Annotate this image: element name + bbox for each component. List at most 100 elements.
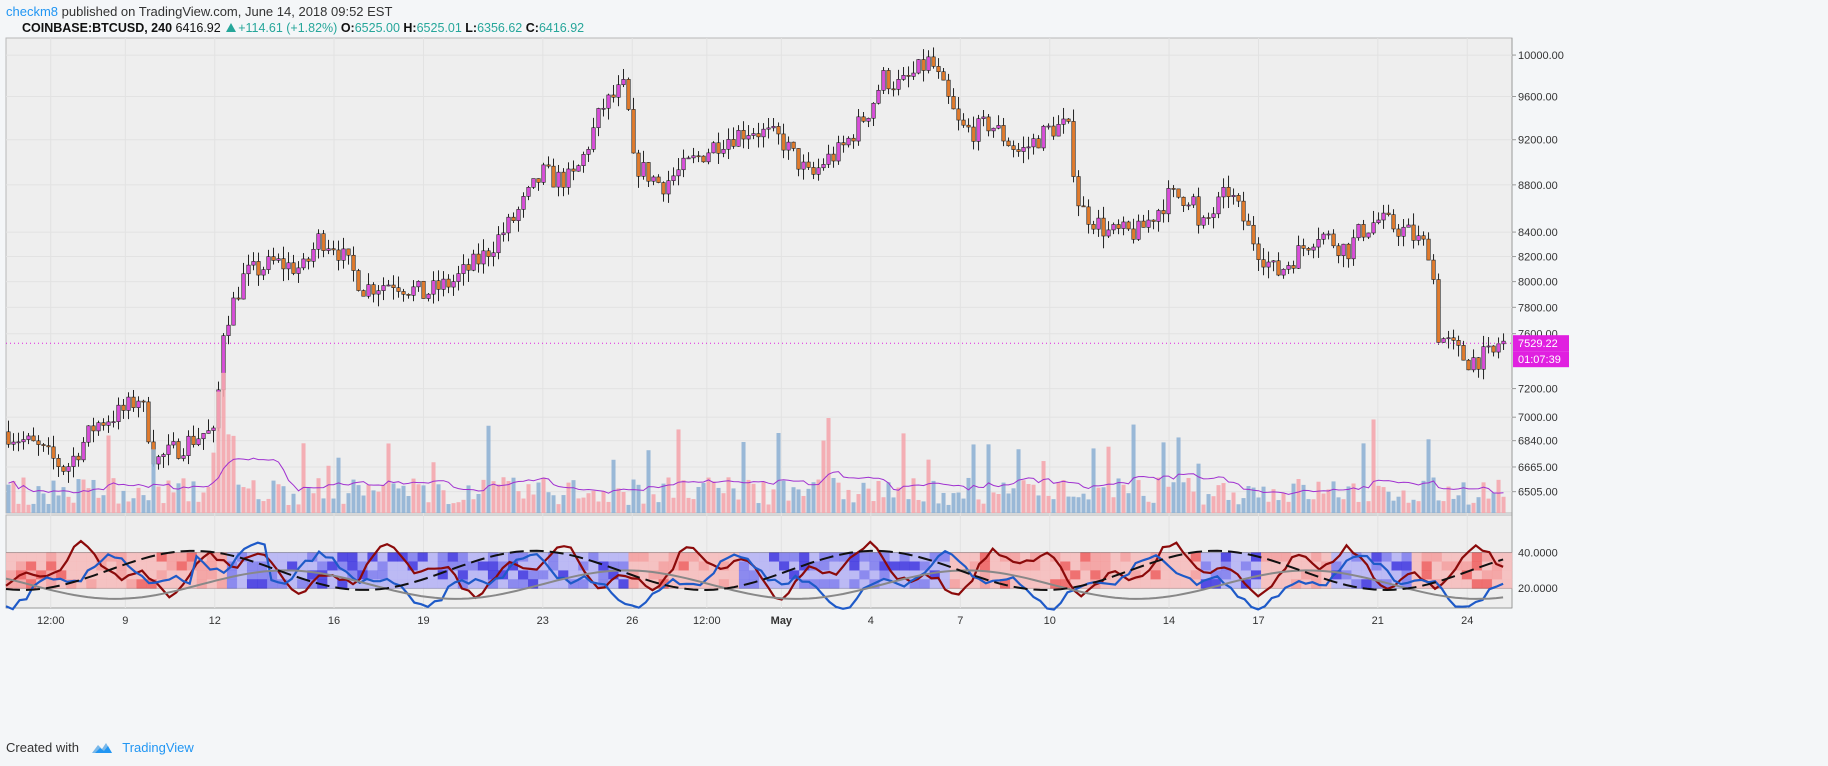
volume-bar bbox=[286, 504, 291, 513]
candle-body bbox=[896, 79, 901, 90]
candle-body bbox=[901, 75, 906, 80]
candle-body bbox=[911, 72, 916, 77]
candle-body bbox=[746, 135, 751, 140]
heat-cell bbox=[367, 570, 378, 580]
price-change: +114.61 (+1.82%) bbox=[238, 21, 338, 35]
candle-body bbox=[26, 435, 31, 440]
heat-cell bbox=[1451, 570, 1463, 580]
volume-bar bbox=[1026, 484, 1031, 513]
volume-bar bbox=[766, 504, 771, 513]
heat-cell bbox=[307, 552, 318, 562]
candle-body bbox=[356, 270, 361, 291]
heat-cell bbox=[548, 552, 559, 562]
candle-body bbox=[931, 56, 936, 67]
heat-cell bbox=[1471, 561, 1483, 571]
volume-bar bbox=[1431, 477, 1436, 513]
volume-bar bbox=[416, 484, 421, 513]
volume-bar bbox=[1206, 494, 1211, 513]
volume-bar bbox=[611, 459, 616, 513]
candle-body bbox=[986, 116, 991, 132]
volume-bar bbox=[116, 503, 121, 513]
volume-bar bbox=[301, 443, 306, 513]
volume-bar bbox=[971, 444, 976, 513]
volume-bar bbox=[486, 425, 491, 513]
heat-cell bbox=[618, 552, 629, 562]
heat-cell bbox=[56, 552, 67, 562]
heat-cell bbox=[1411, 579, 1422, 589]
candle-body bbox=[1226, 186, 1231, 198]
candle-body bbox=[701, 155, 706, 163]
candle-body bbox=[116, 404, 121, 422]
volume-bar bbox=[471, 499, 476, 513]
candle-body bbox=[1121, 221, 1126, 229]
heat-cell bbox=[899, 570, 910, 580]
heat-cell bbox=[1441, 552, 1453, 562]
volume-bar bbox=[56, 495, 61, 513]
volume-bar bbox=[811, 482, 816, 513]
heat-cell bbox=[377, 552, 388, 562]
heat-cell bbox=[1180, 579, 1192, 589]
candle-body bbox=[876, 89, 881, 104]
volume-bar bbox=[366, 484, 371, 513]
candle-body bbox=[586, 149, 591, 155]
candle-body bbox=[606, 94, 611, 109]
candle-body bbox=[1021, 147, 1026, 152]
heat-cell bbox=[367, 561, 378, 571]
volume-bar bbox=[1476, 497, 1481, 513]
x-tick-label: 21 bbox=[1372, 615, 1384, 627]
candle-body bbox=[21, 439, 26, 443]
candle-body bbox=[596, 108, 601, 129]
candle-body bbox=[676, 169, 681, 177]
heat-cell bbox=[1421, 552, 1432, 562]
volume-bar bbox=[1246, 486, 1251, 513]
price-tick-label: 6840.00 bbox=[1518, 436, 1558, 448]
volume-bar bbox=[1331, 481, 1336, 513]
volume-bar bbox=[446, 504, 451, 513]
heat-cell bbox=[1481, 552, 1493, 562]
volume-bar bbox=[391, 483, 396, 513]
tradingview-link[interactable]: TradingView bbox=[122, 740, 194, 755]
heat-cell bbox=[257, 579, 268, 589]
heat-cell bbox=[979, 552, 991, 562]
candle-body bbox=[1231, 195, 1236, 198]
volume-bar bbox=[1456, 495, 1461, 513]
heat-cell bbox=[236, 579, 248, 589]
heat-cell bbox=[397, 570, 408, 580]
candle-body bbox=[401, 291, 406, 295]
volume-bar bbox=[1341, 499, 1346, 513]
volume-bar bbox=[1201, 504, 1206, 513]
heat-cell bbox=[648, 552, 659, 562]
volume-bar bbox=[1261, 486, 1266, 513]
heat-cell bbox=[598, 552, 609, 562]
heat-cell bbox=[578, 579, 589, 589]
volume-bar bbox=[1176, 437, 1181, 513]
volume-bar bbox=[736, 499, 741, 513]
candle-body bbox=[546, 164, 551, 167]
candle-body bbox=[211, 427, 216, 431]
candle-body bbox=[1431, 259, 1436, 280]
heat-cell bbox=[397, 579, 408, 589]
heat-cell bbox=[598, 570, 609, 580]
heat-cell bbox=[1040, 552, 1051, 562]
volume-bar bbox=[81, 479, 86, 513]
volume-bar bbox=[561, 495, 566, 513]
candle-body bbox=[1246, 220, 1251, 226]
candle-body bbox=[326, 248, 331, 251]
author-link[interactable]: checkm8 bbox=[6, 4, 59, 19]
volume-bar bbox=[151, 449, 156, 513]
candle-body bbox=[446, 278, 451, 288]
heat-cell bbox=[839, 570, 850, 580]
heat-cell bbox=[267, 552, 278, 562]
volume-bar bbox=[11, 481, 16, 513]
heat-cell bbox=[548, 579, 559, 589]
candle-body bbox=[1421, 235, 1426, 240]
heat-cell bbox=[698, 579, 710, 589]
heat-cell bbox=[1281, 570, 1292, 580]
candle-body bbox=[186, 435, 191, 456]
heat-cell bbox=[1240, 561, 1252, 571]
heat-cell bbox=[1190, 570, 1202, 580]
candle-body bbox=[1001, 125, 1006, 142]
candle-body bbox=[96, 422, 101, 432]
symbol-name[interactable]: COINBASE:BTCUSD, 240 bbox=[22, 21, 173, 35]
